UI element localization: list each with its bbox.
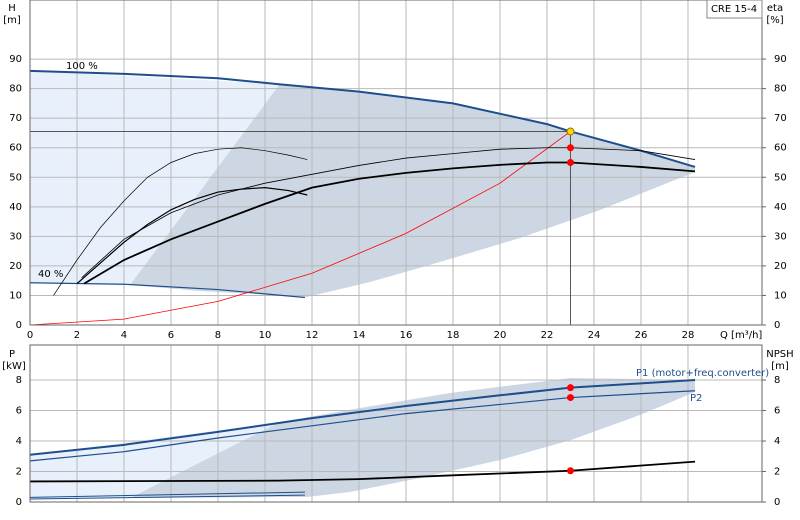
y2-tick-label: 10 [774, 290, 787, 301]
y2-tick-label: 30 [774, 231, 787, 242]
y-tick-label: 6 [16, 406, 22, 417]
x-tick-label: 8 [215, 330, 221, 341]
y-tick-label: 8 [16, 375, 22, 386]
x-tick-label: 28 [682, 330, 695, 341]
curve-label: 40 % [38, 269, 63, 280]
curve-label: 100 % [66, 61, 98, 72]
y-label: [m] [3, 15, 21, 26]
model-box [706, 0, 763, 19]
x-tick-label: 16 [400, 330, 413, 341]
y2-tick-label: 40 [774, 202, 787, 213]
legend-label: P2 [690, 393, 702, 404]
y2-tick-label: 80 [774, 84, 787, 95]
y-tick-label: 4 [16, 436, 22, 447]
x-tick-label: 14 [353, 330, 366, 341]
y-tick-label: 90 [9, 54, 22, 65]
x-tick-label: 18 [447, 330, 460, 341]
y2-tick-label: 50 [774, 172, 787, 183]
duty-point [566, 467, 574, 475]
y2-tick-label: 60 [774, 143, 787, 154]
legend-label: P1 (motor+freq.converter) [636, 368, 769, 379]
y2-tick-label: 8 [774, 375, 780, 386]
duty-point [566, 127, 575, 136]
duty-point [566, 384, 574, 392]
y2-tick-label: 2 [774, 467, 780, 478]
y-tick-label: 20 [9, 261, 22, 272]
operating-area [130, 84, 695, 297]
x-tick-label: 22 [541, 330, 554, 341]
y-tick-label: 50 [9, 172, 22, 183]
curve [29, 460, 696, 483]
y-tick-label: 10 [9, 290, 22, 301]
y-tick-label: 80 [9, 84, 22, 95]
x-tick-label: 6 [168, 330, 174, 341]
duty-point [566, 144, 574, 152]
curve [53, 147, 308, 296]
y-tick-label: 40 [9, 202, 22, 213]
y-label: [kW] [2, 361, 26, 372]
x-tick-label: 2 [74, 330, 80, 341]
y2-tick-label: 0 [774, 497, 780, 508]
curve [29, 494, 305, 500]
curve [83, 161, 696, 285]
curve [29, 131, 571, 326]
duty-point [566, 394, 574, 402]
x-tick-label: 20 [494, 330, 507, 341]
plot-frame [29, 0, 763, 326]
curve [29, 379, 696, 456]
operating-area [130, 378, 695, 498]
y2-label: eta [767, 3, 783, 14]
y-tick-label: 0 [16, 320, 22, 331]
x-tick-label: 26 [635, 330, 648, 341]
x-tick-label: 10 [259, 330, 272, 341]
y-label: P [9, 349, 15, 360]
y2-tick-label: 6 [774, 406, 780, 417]
y-tick-label: 30 [9, 231, 22, 242]
curve [29, 491, 305, 498]
y-label: H [8, 3, 16, 14]
y-tick-label: 2 [16, 467, 22, 478]
y2-tick-label: 90 [774, 54, 787, 65]
x-tick-label: 0 [27, 330, 33, 341]
plot-frame [29, 344, 763, 503]
y-tick-label: 60 [9, 143, 22, 154]
x-tick-label: 12 [306, 330, 319, 341]
y-tick-label: 70 [9, 113, 22, 124]
y2-label: NPSH [766, 349, 793, 360]
y2-label: [m] [771, 361, 789, 372]
x-label: Q [m³/h] [720, 330, 762, 341]
curve [81, 147, 696, 279]
curve [29, 390, 696, 462]
y2-tick-label: 70 [774, 113, 787, 124]
y2-tick-label: 20 [774, 261, 787, 272]
y-tick-label: 0 [16, 497, 22, 508]
x-tick-label: 4 [121, 330, 127, 341]
curve [76, 187, 308, 285]
y2-tick-label: 0 [774, 320, 780, 331]
y2-label: [%] [766, 15, 783, 26]
curve [29, 69, 696, 168]
model-label: CRE 15-4 [711, 4, 757, 15]
y2-tick-label: 4 [774, 436, 780, 447]
x-tick-label: 24 [588, 330, 601, 341]
duty-point [566, 159, 574, 166]
marks [29, 69, 696, 500]
